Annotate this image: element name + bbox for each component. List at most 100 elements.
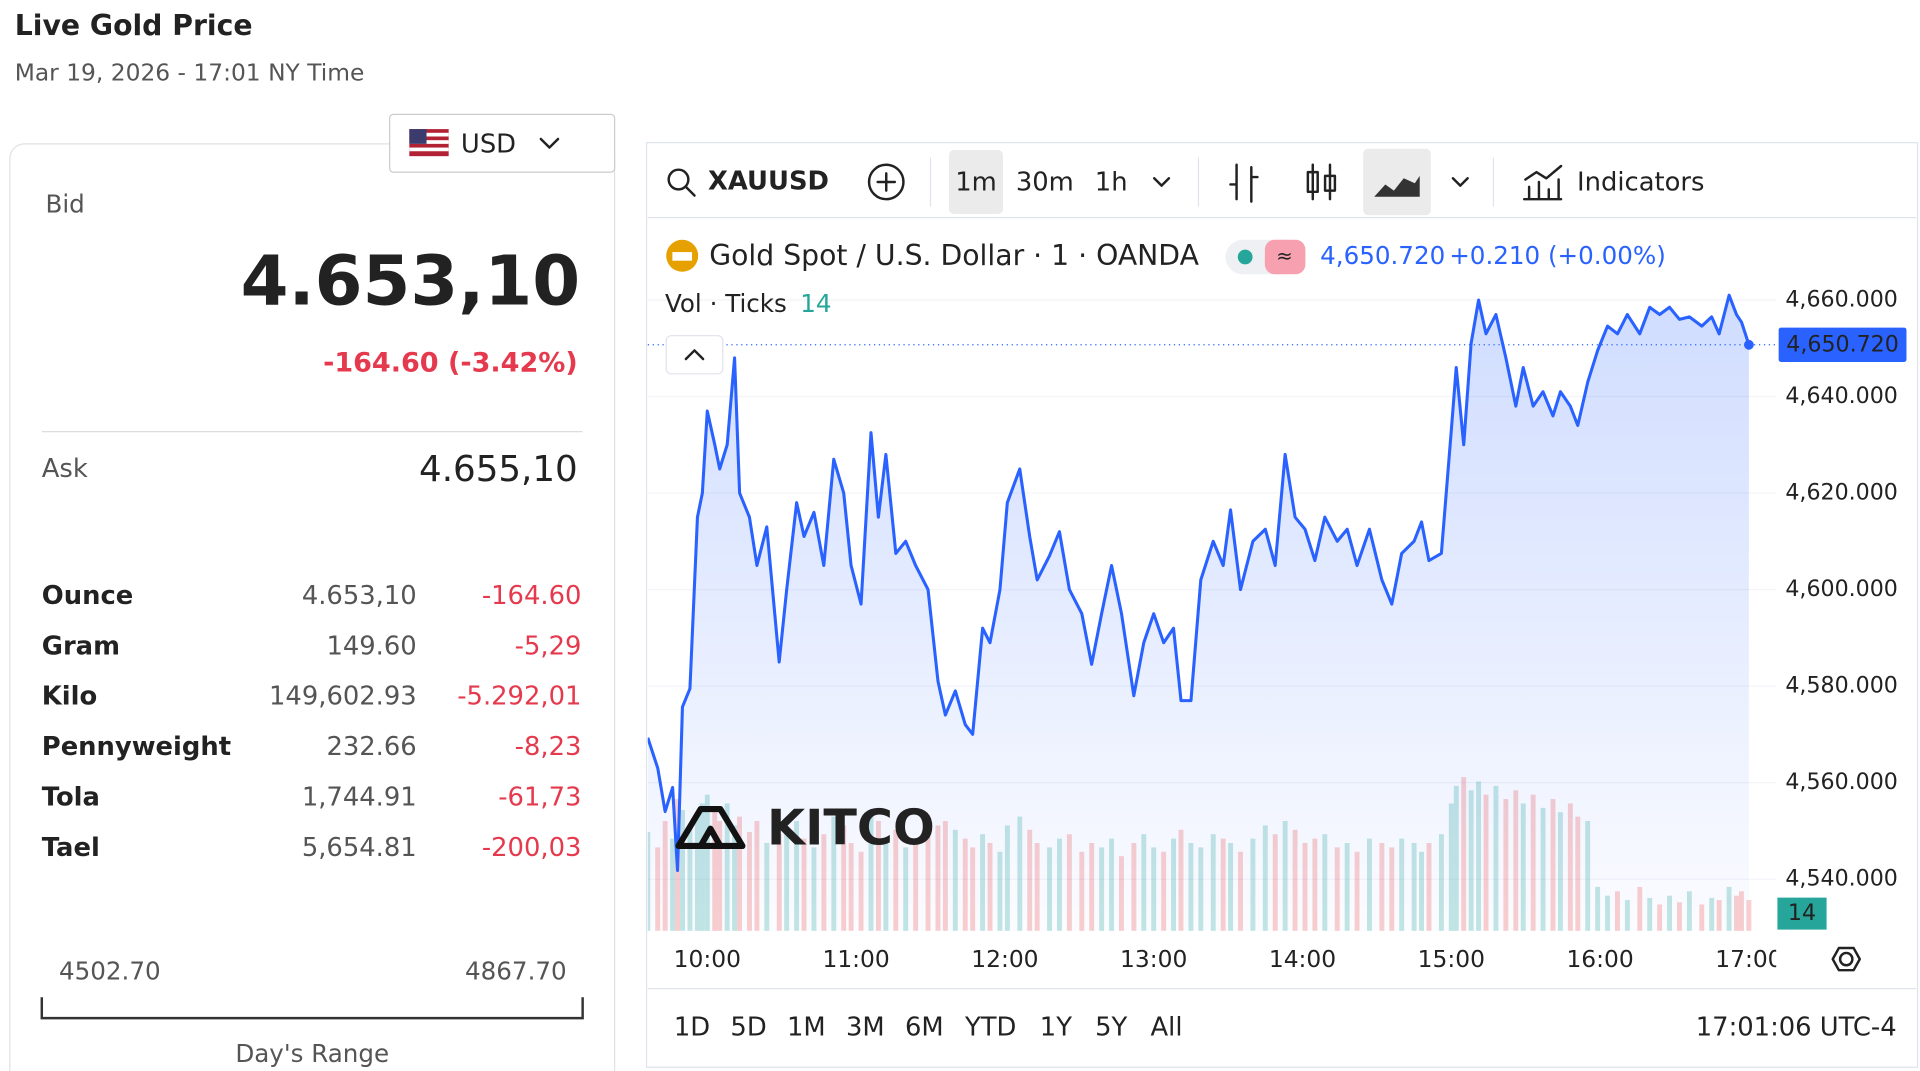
- period-button[interactable]: 3M: [846, 1012, 885, 1042]
- bid-change: -164.60 (-3.42%): [323, 347, 578, 378]
- interval[interactable]: 1h: [1095, 168, 1128, 198]
- unit-change: -164.60: [482, 581, 582, 611]
- y-tick-label: 4,640.000: [1785, 383, 1898, 409]
- unit-price: 149.60: [326, 631, 416, 661]
- period-button[interactable]: 5D: [730, 1012, 766, 1042]
- last-price-badge: [1778, 327, 1907, 363]
- page-subtitle: Mar 19, 2026 - 17:01 NY Time: [15, 58, 365, 86]
- dropdown-chevron: [539, 137, 560, 149]
- volume-badge: [1777, 897, 1827, 930]
- unit-price: 1,744.91: [302, 783, 417, 813]
- period-button[interactable]: YTD: [964, 1012, 1016, 1042]
- range-low: 4502.70: [59, 957, 161, 986]
- y-tick-label: 4,660.000: [1785, 287, 1898, 313]
- ask-label: Ask: [42, 454, 88, 484]
- x-tick-label: 13:00: [1120, 945, 1187, 973]
- unit-name: Tael: [42, 833, 100, 863]
- period-button[interactable]: All: [1151, 1012, 1183, 1042]
- unit-name: Pennyweight: [42, 732, 231, 762]
- unit-change: -61,73: [498, 783, 581, 813]
- indicators-button[interactable]: Indicators: [1577, 168, 1704, 198]
- x-tick-label: 12:00: [971, 945, 1038, 973]
- x-tick-label: 14:00: [1269, 945, 1336, 973]
- active-interval-bg: [948, 150, 1004, 214]
- indicators-icon[interactable]: [1522, 164, 1563, 201]
- kitco-logo: KITCO: [675, 799, 935, 857]
- collapse-chevron: [684, 349, 705, 361]
- y-tick-label: 4,600.000: [1785, 576, 1898, 602]
- unit-change: -5.292,01: [457, 682, 581, 712]
- last-point: [1743, 339, 1754, 350]
- candle: [1323, 174, 1337, 192]
- interval[interactable]: 1m: [955, 168, 997, 198]
- bid-price: 4.653,10: [241, 241, 581, 321]
- y-tick-label: 4,560.000: [1785, 769, 1898, 795]
- data-status: [1264, 239, 1306, 275]
- period-bar: 1D 5D 1M 3M 6M YTD 1Y 5Y All: [674, 1012, 1183, 1042]
- clock: 17:01:06 UTC-4: [1696, 1012, 1897, 1042]
- period-button[interactable]: 5Y: [1095, 1012, 1127, 1042]
- period-button[interactable]: 1Y: [1040, 1012, 1072, 1042]
- range-bracket: [40, 997, 584, 1020]
- data-status-icon: ≈: [1276, 244, 1292, 267]
- logo-text: KITCO: [767, 799, 935, 857]
- period-button[interactable]: 1D: [674, 1012, 710, 1042]
- currency-dropdown[interactable]: [389, 113, 616, 173]
- x-tick-label: 17:00: [1715, 945, 1782, 973]
- settings-icon-outline: [1831, 946, 1861, 972]
- symbol-logo-bar: [672, 252, 693, 261]
- us-flag: [409, 129, 449, 157]
- settings-icon[interactable]: [1838, 951, 1854, 967]
- volume-bar: [1746, 900, 1752, 931]
- candle: [1306, 170, 1319, 194]
- volume-legend-value: 14: [800, 289, 831, 318]
- period-button[interactable]: 1M: [787, 1012, 826, 1042]
- unit-name: Kilo: [42, 682, 97, 712]
- unit-price: 232.66: [326, 732, 416, 762]
- x-tick-label: 11:00: [822, 945, 889, 973]
- compare-plus: [876, 172, 897, 192]
- period-button[interactable]: 6M: [905, 1012, 944, 1042]
- area-icon[interactable]: [1374, 175, 1420, 197]
- search-icon[interactable]: [667, 168, 690, 191]
- x-tick-label: 15:00: [1418, 945, 1485, 973]
- market-status: [1237, 249, 1253, 265]
- page-title: Live Gold Price: [15, 9, 253, 42]
- collapse-button[interactable]: [665, 335, 724, 375]
- candles-icon[interactable]: [1311, 163, 1332, 201]
- unit-change: -8,23: [515, 732, 582, 762]
- unit-change: -200,03: [482, 833, 582, 863]
- unit-name: Tola: [42, 783, 100, 813]
- range-high: 4867.70: [465, 957, 567, 986]
- unit-price: 4.653,10: [302, 581, 417, 611]
- symbol[interactable]: XAUUSD: [708, 166, 829, 196]
- plot-area: 4,540.000 4,560.000 4,580.000 4,600.000 4,62…: [647, 287, 1907, 973]
- price-panel: [9, 143, 616, 1071]
- legend-title: Gold Spot / U.S. Dollar · 1 · OANDA: [709, 239, 1199, 272]
- ask-price: 4.655,10: [419, 449, 578, 490]
- interval-chevron[interactable]: [1152, 177, 1171, 187]
- bid-label: Bid: [45, 189, 84, 218]
- x-tick-label: 10:00: [674, 945, 741, 973]
- unit-name: Gram: [42, 631, 120, 661]
- currency-label: USD: [461, 130, 516, 160]
- y-tick-label: 4,540.000: [1785, 866, 1898, 892]
- search-icon-handle: [684, 185, 696, 197]
- chart-type-chevron[interactable]: [1451, 177, 1469, 187]
- volume-legend: Vol · Ticks: [665, 289, 787, 318]
- y-tick-label: 4,620.000: [1785, 480, 1898, 506]
- unit-price: 5,654.81: [302, 833, 417, 863]
- legend-change: +0.210 (+0.00%): [1449, 241, 1666, 270]
- volume-badge-label: 14: [1788, 900, 1816, 926]
- plot-clip: [647, 293, 1754, 931]
- unit-name: Ounce: [42, 581, 133, 611]
- compare-button[interactable]: [867, 163, 905, 201]
- last-price-label: 4,650.720: [1786, 331, 1899, 357]
- range-label: Day's Range: [235, 1039, 389, 1068]
- bars-icon[interactable]: [1229, 163, 1259, 203]
- logo-mark: [675, 806, 746, 850]
- interval[interactable]: 30m: [1016, 168, 1074, 198]
- unit-table: Ounce 4.653,10 -164.60 Gram 149.60 -5,29 Kilo 1…: [42, 581, 582, 863]
- active-chart-type-bg: [1363, 148, 1431, 216]
